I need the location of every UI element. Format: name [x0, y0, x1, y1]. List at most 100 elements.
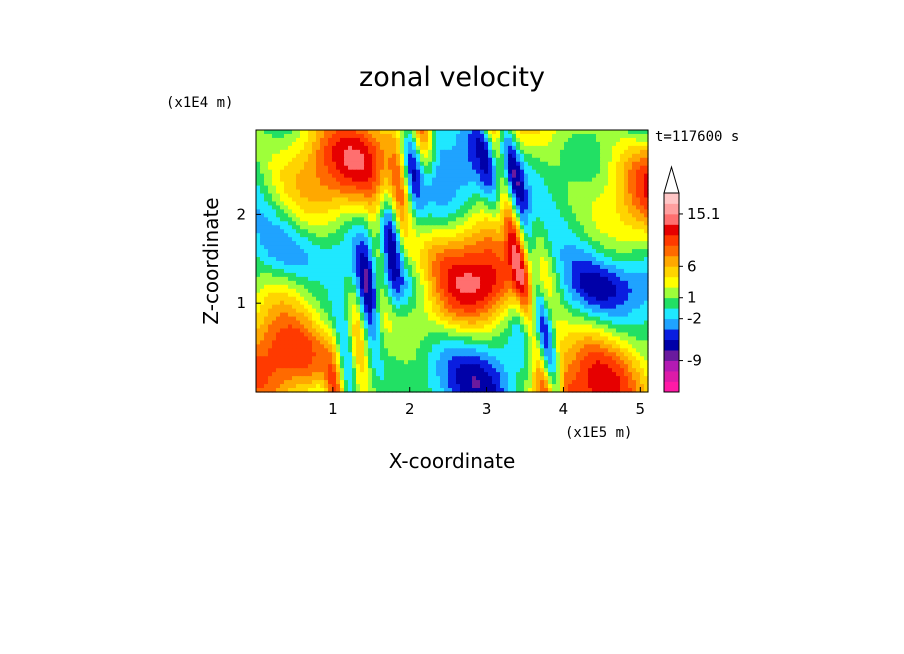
field-cell	[532, 316, 537, 322]
field-cell	[384, 193, 389, 199]
field-cell	[360, 197, 365, 203]
field-cell	[272, 304, 277, 310]
field-cell	[420, 233, 425, 238]
field-cell	[612, 205, 617, 210]
field-cell	[640, 324, 645, 330]
field-cell	[284, 288, 289, 294]
field-cell	[368, 237, 373, 242]
field-cell	[296, 177, 301, 183]
field-cell	[524, 324, 529, 330]
chart-title: zonal velocity	[359, 62, 545, 93]
field-cell	[392, 141, 397, 147]
field-cell	[612, 253, 617, 258]
field-cell	[500, 209, 505, 214]
field-cell	[632, 296, 637, 302]
field-cell	[612, 145, 617, 151]
field-cell	[296, 261, 301, 266]
field-cell	[440, 189, 445, 195]
field-cell	[416, 185, 421, 191]
field-cell	[560, 193, 565, 199]
field-cell	[300, 304, 305, 310]
field-cell	[572, 284, 577, 290]
field-cell	[636, 205, 641, 210]
field-cell	[256, 193, 261, 199]
field-cell	[568, 288, 573, 294]
field-cell	[564, 233, 569, 238]
field-cell	[368, 177, 373, 183]
field-cell	[608, 308, 613, 314]
field-cell	[448, 197, 453, 203]
field-cell	[308, 209, 313, 214]
field-cell	[472, 209, 477, 214]
field-cell	[596, 161, 601, 167]
field-cell	[632, 213, 637, 218]
field-cell	[268, 217, 273, 222]
field-cell	[452, 201, 457, 207]
field-cell	[368, 201, 373, 207]
field-cell	[452, 245, 457, 250]
field-cell	[640, 233, 645, 238]
field-cell	[608, 153, 613, 159]
field-cell	[620, 324, 625, 330]
field-cell	[292, 201, 297, 207]
field-cell	[508, 225, 513, 230]
field-cell	[324, 241, 329, 246]
field-cell	[260, 316, 265, 322]
field-cell	[612, 233, 617, 238]
field-cell	[520, 145, 525, 151]
field-cell	[356, 225, 361, 230]
field-cell	[264, 308, 269, 314]
field-cell	[408, 133, 413, 139]
field-cell	[384, 320, 389, 326]
field-cell	[256, 308, 261, 314]
field-cell	[420, 181, 425, 187]
field-cell	[628, 193, 633, 199]
field-cell	[284, 276, 289, 282]
field-cell	[432, 284, 437, 290]
field-cell	[384, 324, 389, 330]
field-cell	[328, 324, 333, 330]
field-cell	[364, 189, 369, 195]
field-cell	[312, 316, 317, 322]
field-cell	[320, 237, 325, 242]
field-cell	[540, 213, 545, 218]
field-cell	[544, 225, 549, 230]
field-cell	[480, 324, 485, 330]
field-cell	[312, 205, 317, 210]
field-cell	[588, 261, 593, 266]
field-cell	[576, 300, 581, 306]
field-cell	[356, 169, 361, 175]
field-cell	[596, 284, 601, 290]
field-cell	[628, 181, 633, 187]
field-cell	[380, 320, 385, 326]
field-cell	[372, 157, 377, 163]
field-cell	[516, 320, 521, 326]
field-cell	[404, 193, 409, 199]
field-cell	[432, 217, 437, 222]
field-cell	[468, 181, 473, 187]
field-cell	[428, 229, 433, 234]
field-cell	[396, 257, 401, 262]
field-cell	[560, 149, 565, 155]
field-cell	[328, 284, 333, 290]
field-cell	[308, 185, 313, 191]
field-cell	[312, 181, 317, 187]
field-cell	[312, 296, 317, 302]
field-cell	[444, 177, 449, 183]
field-cell	[392, 296, 397, 302]
field-cell	[468, 161, 473, 167]
field-cell	[568, 308, 573, 314]
field-cell	[480, 292, 485, 298]
field-cell	[280, 237, 285, 242]
field-cell	[528, 209, 533, 214]
field-cell	[588, 308, 593, 314]
field-cell	[460, 205, 465, 210]
field-cell	[328, 300, 333, 306]
field-cell	[472, 276, 477, 282]
field-cell	[612, 320, 617, 326]
field-cell	[408, 165, 413, 171]
field-cell	[580, 130, 585, 135]
field-cell	[336, 308, 341, 314]
field-cell	[372, 245, 377, 250]
field-cell	[284, 205, 289, 210]
